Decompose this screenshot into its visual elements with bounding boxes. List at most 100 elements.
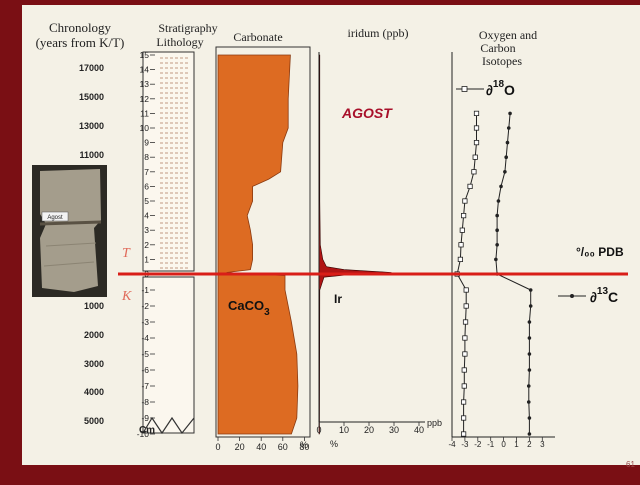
iridium-unit: ppb	[427, 418, 442, 428]
depth-tick: 7	[144, 167, 149, 177]
depth-tick: 14	[140, 65, 150, 75]
isotopes-header-2: Carbon	[480, 41, 515, 55]
chronology-tick: 2000	[84, 330, 104, 340]
carbon-point	[526, 400, 531, 404]
carbonate-tick: 60	[278, 442, 288, 452]
chronology-tick: 3000	[84, 359, 104, 369]
carbonate-area	[217, 54, 299, 435]
carbonate-header: Carbonate	[233, 30, 282, 44]
oxygen-legend: ∂18O	[456, 79, 515, 98]
carbon-point	[528, 304, 533, 308]
carbon-point	[527, 432, 532, 436]
oxygen-point	[462, 351, 468, 357]
caco3-label: CaCO3	[228, 298, 270, 318]
oxygen-point	[463, 303, 469, 309]
oxygen-point	[459, 227, 465, 233]
depth-tick: 1	[144, 254, 149, 264]
isotopes-header-1: Oxygen and	[479, 28, 537, 42]
oxygen-point	[473, 125, 480, 131]
iridium-header: iridum (ppb)	[348, 26, 409, 40]
iridium-tick: 30	[389, 425, 399, 435]
stratigraphy-header-2: Lithology	[156, 35, 203, 49]
depth-tick: -6	[141, 365, 149, 375]
lithology-column: Cm	[139, 51, 195, 436]
depth-tick: -2	[141, 301, 149, 311]
depth-tick: 13	[140, 79, 150, 89]
carbon-point	[527, 416, 532, 420]
carbon-point	[496, 199, 501, 203]
svg-text:∂18O: ∂18O	[486, 79, 515, 98]
depth-tick: -1	[141, 285, 149, 295]
depth-tick: 15	[140, 50, 150, 60]
depth-tick: -3	[141, 317, 149, 327]
carbon-point	[499, 184, 503, 189]
carbon-point	[495, 243, 499, 247]
iridium-tick: 0	[316, 425, 321, 435]
carbon-point	[505, 140, 510, 145]
isotope-tick: 3	[540, 440, 545, 449]
depth-tick: -5	[141, 349, 149, 359]
depth-tick: -10	[137, 429, 150, 439]
isotope-tick: -2	[474, 440, 482, 449]
carbonate-panel-frame	[215, 46, 311, 438]
carbonate-tick: 40	[256, 442, 266, 452]
oxygen-point	[462, 319, 469, 325]
ir-label: Ir	[334, 292, 342, 306]
outcrop-photo: Agost	[32, 165, 107, 297]
oxygen-point	[457, 256, 463, 263]
depth-tick: 5	[144, 196, 149, 206]
iridium-tick: 40	[414, 425, 424, 435]
oxygen-isotope-markers	[454, 110, 480, 437]
chronology-tick: 13000	[79, 121, 104, 131]
oxygen-point	[463, 287, 469, 293]
iridium-area	[318, 54, 392, 435]
svg-text:∂13C: ∂13C	[590, 286, 618, 305]
oxygen-point	[461, 399, 467, 405]
isotopes-header-3: Isotopes	[482, 54, 522, 68]
depth-tick: -7	[141, 381, 149, 391]
iridium-pct: %	[330, 439, 338, 449]
isotope-tick: -1	[487, 440, 495, 449]
oxygen-point	[472, 154, 478, 160]
isotope-tick: -4	[448, 440, 456, 449]
depth-tick: 2	[144, 240, 149, 250]
chronology-tick: 15000	[79, 92, 104, 102]
carbon-point	[495, 213, 499, 218]
oxygen-point	[473, 139, 480, 146]
carbon-point	[527, 320, 532, 324]
oxygen-point	[461, 431, 467, 437]
isotope-tick: 2	[527, 440, 532, 449]
carbon-point	[528, 288, 533, 292]
carbon-point	[504, 155, 508, 159]
depth-tick: 9	[144, 138, 149, 148]
carbonate-axis: 0 20 40 60 80%	[215, 437, 309, 452]
depth-tick: 11	[140, 108, 149, 118]
oxygen-point	[461, 415, 467, 421]
carbonate-tick: 0	[215, 442, 220, 452]
oxygen-point	[462, 198, 468, 204]
figure-panel	[22, 5, 640, 465]
zone-label-cretaceous: K	[121, 289, 132, 304]
oxygen-point	[462, 335, 468, 341]
iridium-tick: 10	[339, 425, 349, 435]
carbon-point	[494, 257, 498, 262]
chronology-header-1: Chronology	[49, 20, 112, 35]
oxygen-isotope-line	[456, 113, 477, 434]
carbon-point	[527, 368, 532, 372]
isotope-tick: -3	[461, 440, 469, 449]
carbonate-tick: 80	[299, 442, 309, 452]
isotope-axis: -4 -3 -2 -1 0 1 2 3	[448, 437, 545, 449]
slide-number: 61	[626, 460, 635, 469]
stratigraphy-header-1: Stratigraphy	[158, 21, 217, 35]
chronology-tick: 11000	[79, 150, 104, 160]
carbon-point	[508, 111, 512, 116]
carbon-point	[527, 352, 532, 356]
oxygen-point	[461, 367, 467, 373]
carbon-legend: ∂13C	[558, 286, 618, 305]
oxygen-point	[461, 383, 467, 389]
depth-tick: 3	[144, 225, 149, 235]
depth-tick: 10	[140, 123, 150, 133]
